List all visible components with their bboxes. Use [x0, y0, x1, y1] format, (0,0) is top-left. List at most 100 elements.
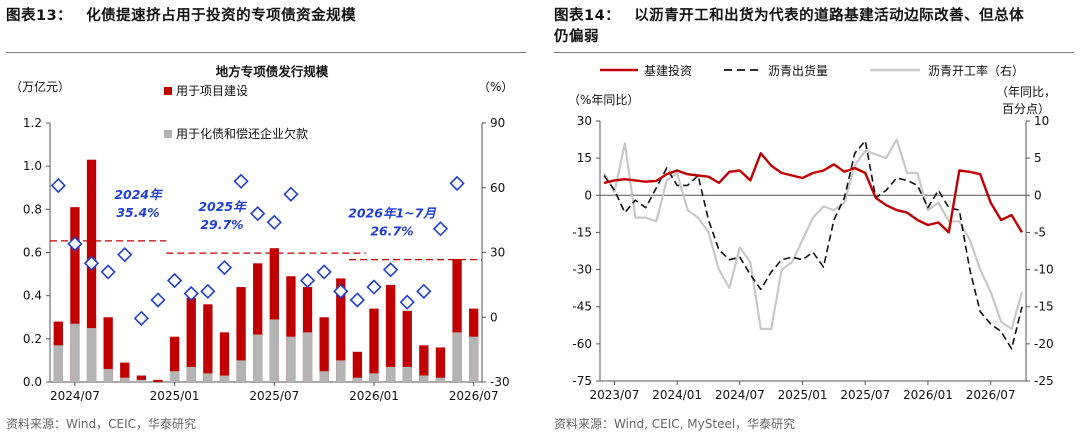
figure-14-title-line2: 仍偏弱 — [554, 29, 599, 45]
x-tick-label: 2025/07 — [249, 389, 299, 403]
share-marker — [50, 177, 66, 194]
legend-label-shipment: 沥青出货量 — [768, 63, 828, 78]
bar-debt — [452, 332, 462, 382]
x-tick-label: 2024/07 — [715, 388, 765, 402]
bar-debt — [319, 371, 329, 382]
legend-label-project: 用于项目建设 — [176, 84, 248, 98]
bar-project — [136, 375, 147, 382]
y-tick-label-left: -30 — [572, 263, 592, 277]
y-tick-label-left: -60 — [572, 337, 592, 351]
bar-debt — [120, 377, 130, 382]
legend-label-debt: 用于化债和偿还企业欠款 — [176, 126, 308, 141]
y-tick-label-right: 90 — [490, 116, 505, 130]
share-marker — [449, 175, 465, 192]
bar-debt — [369, 373, 379, 382]
bar-debt — [419, 375, 429, 382]
x-tick-label: 2026/01 — [903, 388, 953, 402]
x-tick-label: 2025/01 — [778, 388, 828, 402]
x-tick-label: 2026/01 — [349, 389, 399, 403]
y-tick-label-right: -5 — [1034, 225, 1046, 239]
y-tick-label-right: 10 — [1034, 114, 1049, 128]
legend-swatch-project — [164, 87, 172, 95]
figure-14-title: 图表14： 以沥青开工和出货为代表的道路基建活动边际改善、但总体 仍偏弱 — [554, 6, 1024, 48]
x-tick-label: 2025/01 — [150, 389, 200, 403]
x-tick-label: 2026/07 — [966, 388, 1016, 402]
bar-project — [369, 308, 379, 382]
right-axis-unit: （%） — [478, 80, 513, 94]
bar-project — [203, 304, 213, 382]
share-marker — [150, 292, 166, 308]
bar-project — [236, 287, 246, 382]
share-marker — [299, 272, 316, 289]
y-tick-label-left: 1.0 — [23, 159, 42, 173]
figure-13-title-rule — [6, 52, 526, 53]
bar-project — [70, 207, 80, 382]
share-marker — [133, 310, 150, 326]
figure-13-panel: 图表13： 化债提速挤占用于投资的专项债资金规模 地方专项债发行规模 （万亿元） … — [0, 0, 536, 438]
y-tick-label-left: -45 — [572, 300, 592, 314]
figure-13-source: 资料来源：Wind，CEIC，华泰研究 — [6, 417, 197, 431]
share-marker — [399, 294, 415, 310]
bar-debt — [86, 328, 97, 382]
x-tick-label: 2025/07 — [840, 388, 890, 402]
bar-project — [435, 347, 446, 382]
y-tick-label-right: -25 — [1034, 374, 1054, 388]
figure-14-source: 资料来源：Wind, CEIC, MySteel，华泰研究 — [554, 417, 796, 431]
y-tick-label-left: 0.8 — [23, 202, 42, 216]
bar-debt — [136, 379, 147, 382]
bar-project — [153, 379, 163, 382]
bar-debt — [435, 377, 446, 382]
figure-14-title-line1: 以沥青开工和出货为代表的道路基建活动边际改善、但总体 — [634, 8, 1025, 24]
bar-debt — [352, 377, 363, 382]
share-marker — [266, 214, 282, 230]
bar-project — [269, 248, 279, 382]
share-marker — [349, 292, 366, 308]
average-label-value: 29.7% — [200, 217, 243, 232]
share-marker — [316, 264, 332, 280]
figure-14-label: 图表14： — [554, 8, 621, 24]
right-axis-unit-line1: （年同比， — [996, 85, 1056, 99]
bar-project — [385, 284, 396, 382]
bar-debt — [103, 369, 113, 382]
y-tick-label-left: -15 — [572, 225, 592, 239]
right-axis-unit-line2: 百分点） — [1002, 102, 1050, 116]
bar-debt — [302, 332, 313, 382]
y-tick-label-left: 0.0 — [23, 375, 42, 389]
legend-label-infra: 基建投资 — [644, 63, 692, 78]
y-tick-label-right: 5 — [1034, 151, 1042, 165]
bar-debt — [70, 323, 80, 382]
bar-project — [452, 258, 462, 382]
bar-project — [419, 345, 429, 382]
average-label-value: 35.4% — [116, 205, 159, 220]
bar-project — [219, 332, 230, 382]
y-tick-label-left: 30 — [577, 114, 592, 128]
share-marker — [200, 283, 216, 299]
share-marker — [366, 279, 382, 295]
bar-debt — [269, 319, 279, 382]
bar-debt — [53, 345, 63, 382]
figure-14-title-rule — [554, 52, 1074, 53]
y-tick-label-right: -20 — [1034, 337, 1054, 351]
x-tick-label: 2024/01 — [652, 388, 702, 402]
bar-debt — [469, 336, 479, 382]
y-tick-label-right: 0 — [1034, 188, 1042, 202]
plot-area: -75 -60 -45 -30 -15 0 15 30 -25 -20 -15 -10 -5 0 5 10 20… — [572, 114, 1053, 402]
share-marker — [83, 255, 100, 271]
bar-debt — [169, 371, 180, 382]
bar-debt — [219, 375, 230, 382]
bar-project — [352, 351, 363, 382]
y-tick-label-right: 0 — [490, 310, 498, 324]
share-marker — [67, 236, 83, 252]
share-marker — [100, 264, 116, 280]
y-tick-label-right: 60 — [490, 181, 505, 195]
figure-14-panel: 图表14： 以沥青开工和出货为代表的道路基建活动边际改善、但总体 仍偏弱 基建投资… — [548, 0, 1080, 438]
share-marker — [117, 247, 133, 263]
chart-title: 地方专项债发行规模 — [216, 64, 329, 79]
y-tick-label-right: -10 — [1034, 263, 1054, 277]
y-tick-label-right: -30 — [490, 375, 510, 389]
bar-debt — [385, 366, 396, 382]
share-marker — [333, 283, 349, 299]
average-label-year: 2024年 — [114, 187, 163, 202]
y-tick-label-right: 30 — [490, 246, 505, 260]
asphalt-infrastructure-chart: 基建投资 沥青出货量 沥青开工率（右） （%年同比） （年同比， 百分点） -7… — [568, 63, 1056, 402]
